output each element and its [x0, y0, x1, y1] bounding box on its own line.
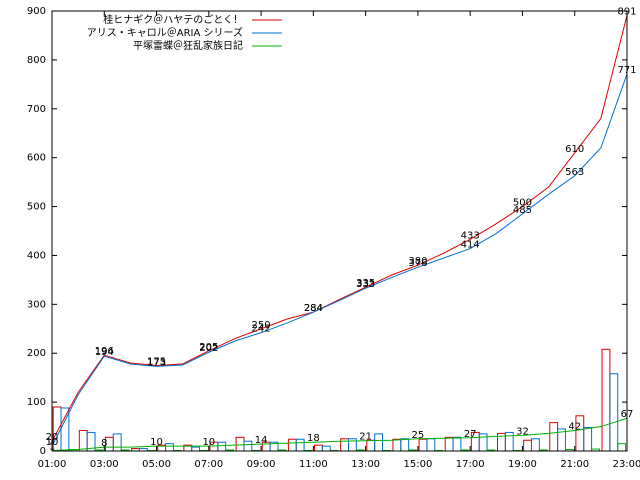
data-label: 205 — [199, 342, 218, 353]
bar — [112, 433, 122, 452]
data-label: 18 — [307, 433, 320, 444]
y-tick-label: 100 — [27, 397, 46, 408]
data-label: 414 — [461, 240, 480, 251]
data-label: 242 — [252, 324, 271, 335]
bar — [392, 438, 402, 452]
bar — [191, 446, 201, 452]
data-label: 333 — [356, 279, 375, 290]
data-label: 173 — [147, 357, 166, 368]
y-tick-label: 900 — [27, 6, 46, 17]
data-label: 10 — [150, 437, 163, 448]
y-tick-label: 200 — [27, 348, 46, 359]
data-label: 250 — [252, 320, 271, 331]
bar — [452, 436, 462, 452]
bar — [530, 438, 540, 452]
bar — [617, 443, 627, 452]
legend-label: 桂ヒナギク＠ハヤテのごとく！ — [103, 13, 243, 26]
data-label: 610 — [565, 144, 584, 155]
bar — [243, 440, 253, 452]
data-label: 194 — [95, 347, 114, 358]
data-label: 433 — [461, 230, 480, 241]
y-tick-label: 700 — [27, 104, 46, 115]
data-label: 42 — [568, 421, 581, 432]
line — [51, 417, 628, 452]
data-label: 485 — [513, 205, 532, 216]
data-label: 284 — [304, 303, 323, 314]
x-tick-label: 07:00 — [194, 459, 223, 470]
x-tick-label: 09:00 — [247, 459, 276, 470]
legend-label: アリス・キャロル＠ARIA シリーズ — [87, 26, 243, 39]
y-tick-label: 800 — [27, 55, 46, 66]
bar — [444, 436, 454, 452]
bar — [295, 438, 305, 452]
data-label: 27 — [464, 429, 477, 440]
data-label: 175 — [147, 356, 166, 367]
data-label: 196 — [95, 346, 114, 357]
x-tick-label: 15:00 — [403, 459, 432, 470]
x-tick-label: 11:00 — [299, 459, 328, 470]
bar — [165, 443, 174, 452]
data-label: 563 — [565, 167, 584, 178]
data-label: 14 — [255, 435, 268, 446]
bar — [609, 373, 619, 452]
bar — [321, 445, 331, 452]
y-tick-label: 300 — [27, 299, 46, 310]
data-label: 8 — [101, 438, 107, 449]
data-label: 284 — [304, 303, 323, 314]
line — [51, 73, 628, 447]
x-tick-label: 05:00 — [142, 459, 171, 470]
line — [51, 15, 628, 442]
bar — [549, 422, 559, 452]
x-tick-label: 23:00 — [613, 459, 640, 470]
y-tick-label: 500 — [27, 202, 46, 213]
bar — [523, 439, 532, 452]
bar — [418, 438, 428, 452]
bar — [601, 348, 611, 452]
y-tick-label: 400 — [27, 250, 46, 261]
plot-border — [51, 10, 628, 452]
bar — [426, 438, 436, 452]
bar — [504, 431, 514, 452]
x-tick-label: 03:00 — [90, 459, 119, 470]
data-label: 202 — [199, 343, 218, 354]
x-tick-label: 17:00 — [456, 459, 485, 470]
bar — [314, 444, 323, 452]
data-label: 25 — [412, 430, 425, 441]
x-tick-label: 21:00 — [560, 459, 589, 470]
data-label: 500 — [513, 198, 532, 209]
bar — [287, 438, 297, 452]
data-label: 21 — [359, 432, 372, 443]
bar — [235, 436, 245, 452]
data-label: 10 — [202, 437, 215, 448]
bar — [78, 429, 88, 452]
bar — [583, 427, 593, 452]
y-tick-label: 600 — [27, 153, 46, 164]
bar — [374, 433, 383, 452]
x-tick-label: 19:00 — [508, 459, 537, 470]
x-tick-label: 13:00 — [351, 459, 380, 470]
x-tick-label: 01:00 — [38, 459, 67, 470]
data-label: 335 — [356, 278, 375, 289]
data-label: 380 — [408, 256, 427, 267]
legend-label: 平塚雷蝶＠狂乱家族日記 — [133, 39, 243, 52]
data-label: 32 — [516, 426, 529, 437]
y-tick-label: 0 — [40, 446, 46, 457]
data-label: 376 — [408, 258, 427, 269]
bar — [217, 441, 227, 452]
bar — [400, 438, 410, 452]
